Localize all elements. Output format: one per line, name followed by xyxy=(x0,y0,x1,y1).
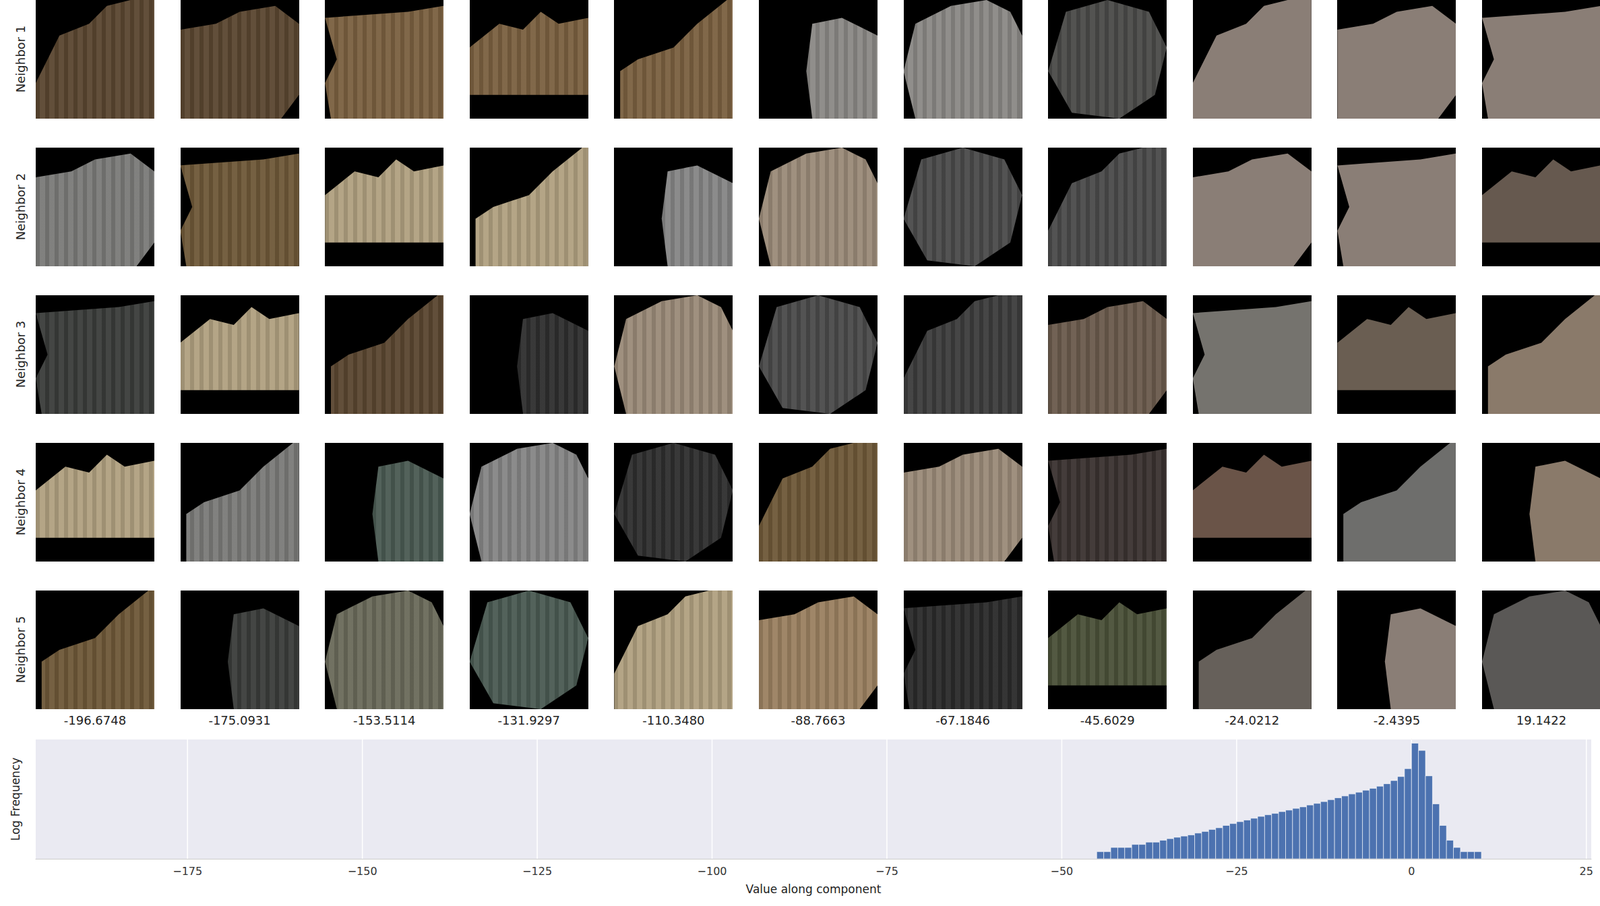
html-text:Neighbor 1: Neighbor 1 xyxy=(13,25,28,93)
html-text:19.1422: 19.1422 xyxy=(1516,713,1567,728)
svg-text:0: 0 xyxy=(1407,864,1415,878)
html-text:-67.1846: -67.1846 xyxy=(935,713,991,728)
html-text:Neighbor 5: Neighbor 5 xyxy=(13,615,28,683)
svg-text:Log Frequency: Log Frequency xyxy=(8,757,23,842)
svg-text:−25: −25 xyxy=(1225,864,1249,878)
html-text:-45.6029: -45.6029 xyxy=(1080,713,1135,728)
html-text:Neighbor 3: Neighbor 3 xyxy=(13,320,28,388)
svg-text:−75: −75 xyxy=(875,864,899,878)
svg-text:−125: −125 xyxy=(522,864,552,878)
html-text:Neighbor 4: Neighbor 4 xyxy=(13,468,28,536)
svg-text:−50: −50 xyxy=(1050,864,1074,878)
html-text:-175.0931: -175.0931 xyxy=(208,713,271,728)
html-text:-131.9297: -131.9297 xyxy=(497,713,561,728)
svg-text:−175: −175 xyxy=(172,864,203,878)
html-text:-196.6748: -196.6748 xyxy=(63,713,127,728)
html-text:Neighbor 2: Neighbor 2 xyxy=(13,173,28,241)
html-text:-153.5114: -153.5114 xyxy=(353,713,416,728)
html-text:-24.0212: -24.0212 xyxy=(1224,713,1280,728)
svg-text:−150: −150 xyxy=(347,864,378,878)
svg-text:Value along component: Value along component xyxy=(746,882,882,896)
svg-text:−100: −100 xyxy=(697,864,728,878)
html-text:-110.3480: -110.3480 xyxy=(642,713,705,728)
html-text:-2.4395: -2.4395 xyxy=(1373,713,1421,728)
svg-text:25: 25 xyxy=(1579,864,1594,878)
html-text:-88.7663: -88.7663 xyxy=(790,713,846,728)
